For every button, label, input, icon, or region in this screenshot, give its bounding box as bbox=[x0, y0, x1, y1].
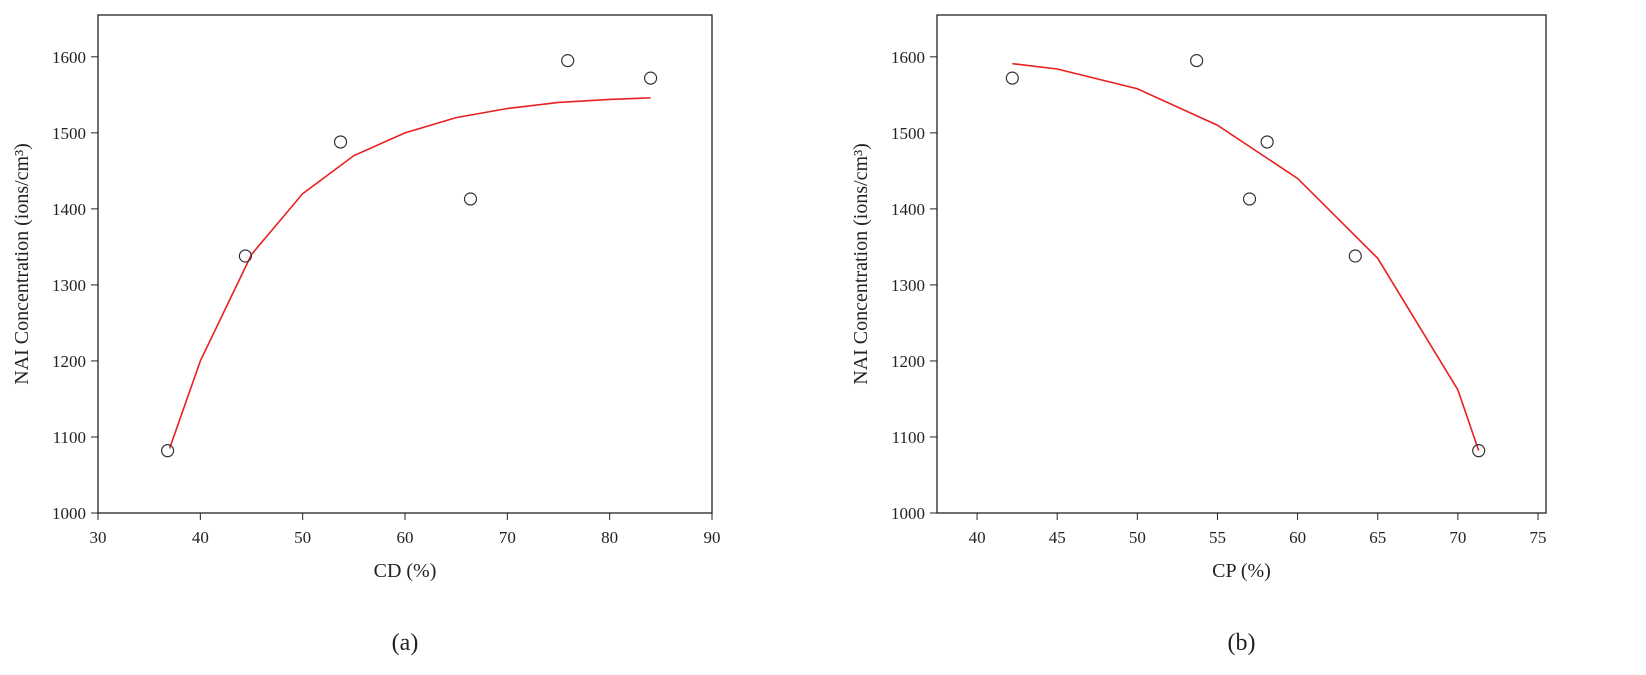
caption: (b) bbox=[1228, 630, 1256, 656]
y-tick-label: 1500 bbox=[52, 124, 86, 143]
x-tick-label: 40 bbox=[969, 528, 986, 547]
data-point bbox=[238, 249, 252, 263]
data-point bbox=[160, 444, 175, 458]
data-point bbox=[1348, 249, 1362, 263]
data-point bbox=[1242, 192, 1257, 206]
x-tick-label: 50 bbox=[294, 528, 311, 547]
y-tick-label: 1400 bbox=[52, 200, 86, 219]
data-point bbox=[643, 71, 658, 85]
data-point bbox=[561, 54, 575, 68]
y-tick-label: 1600 bbox=[891, 48, 925, 67]
y-tick-label: 1300 bbox=[891, 276, 925, 295]
x-tick-label: 45 bbox=[1049, 528, 1066, 547]
x-axis-label: CP (%) bbox=[1212, 560, 1271, 582]
fit-line bbox=[168, 97, 651, 449]
y-tick-label: 1600 bbox=[52, 48, 86, 67]
data-point bbox=[1472, 444, 1486, 458]
y-axis-label: NAI Concentration (ions/cm³) bbox=[850, 143, 872, 385]
x-tick-label: 80 bbox=[601, 528, 618, 547]
y-tick-label: 1200 bbox=[891, 352, 925, 371]
y-tick-label: 1000 bbox=[891, 504, 925, 523]
data-point bbox=[333, 135, 348, 149]
x-tick-label: 65 bbox=[1369, 528, 1386, 547]
plot-frame bbox=[97, 14, 713, 514]
x-tick-label: 50 bbox=[1129, 528, 1146, 547]
x-tick-label: 70 bbox=[1449, 528, 1466, 547]
x-tick-label: 40 bbox=[192, 528, 209, 547]
data-point bbox=[1005, 71, 1019, 85]
y-tick-label: 1100 bbox=[892, 428, 925, 447]
x-axis-label: CD (%) bbox=[374, 560, 437, 582]
fit-line bbox=[1012, 62, 1480, 451]
data-point bbox=[1260, 135, 1274, 149]
data-point bbox=[463, 192, 478, 206]
x-tick-label: 75 bbox=[1529, 528, 1546, 547]
x-tick-label: 30 bbox=[90, 528, 107, 547]
x-tick-label: 60 bbox=[397, 528, 414, 547]
plot-frame bbox=[936, 14, 1547, 514]
data-point bbox=[1190, 54, 1204, 68]
y-axis-label: NAI Concentration (ions/cm³) bbox=[11, 143, 33, 385]
y-tick-label: 1000 bbox=[52, 504, 86, 523]
y-tick-label: 1100 bbox=[53, 428, 86, 447]
y-tick-label: 1500 bbox=[891, 124, 925, 143]
y-tick-label: 1300 bbox=[52, 276, 86, 295]
caption: (a) bbox=[392, 630, 419, 656]
x-tick-label: 55 bbox=[1209, 528, 1226, 547]
x-tick-label: 90 bbox=[704, 528, 721, 547]
x-tick-label: 60 bbox=[1289, 528, 1306, 547]
x-tick-label: 70 bbox=[499, 528, 516, 547]
y-tick-label: 1400 bbox=[891, 200, 925, 219]
y-tick-label: 1200 bbox=[52, 352, 86, 371]
